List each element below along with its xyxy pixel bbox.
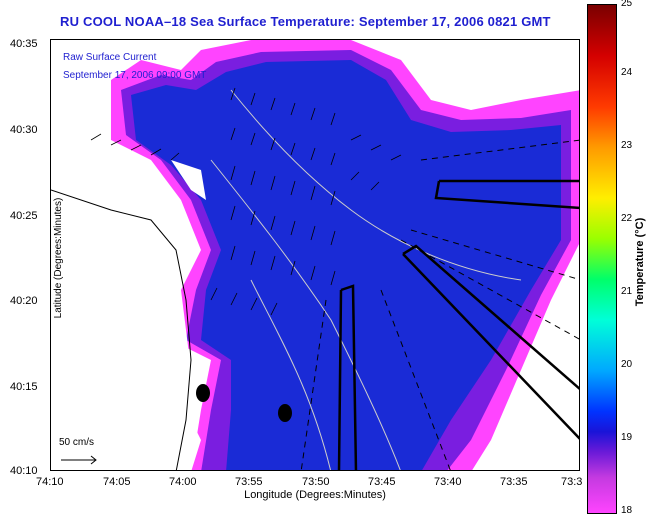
warm-water-region [131,60,561,470]
colorbar-label: Temperature (°C) [634,217,646,307]
current-legend-time: September 17, 2006 09:00 GMT [63,70,207,81]
current-legend-label: Raw Surface Current [63,52,157,63]
y-tick: 40:20 [10,295,38,307]
colorbar-tick: 22 [621,213,633,224]
colorbar-tick: 24 [621,67,633,78]
colorbar-tick: 21 [621,286,633,297]
colorbar [587,4,617,514]
x-tick: 73:40 [434,476,462,488]
surface-current-arrows [90,87,402,316]
x-tick: 74:05 [103,476,131,488]
scale-arrow [61,455,97,465]
x-axis-label: Longitude (Degrees:Minutes) [244,489,386,501]
colorbar-tick: 25 [621,0,633,9]
y-tick: 40:15 [10,381,38,393]
y-tick: 40:25 [10,210,38,222]
scale-label: 50 cm/s [59,437,95,448]
x-tick: 74:10 [36,476,64,488]
x-tick: 74:00 [169,476,197,488]
y-tick: 40:10 [10,465,38,477]
x-tick: 73:3 [561,476,583,488]
x-tick: 73:50 [302,476,330,488]
colorbar-tick: 19 [621,432,633,443]
shipping-lane-outlines [337,179,579,470]
sst-map: Raw Surface Current September 17, 2006 0… [50,39,580,471]
y-tick: 40:35 [10,38,38,50]
marker-dot [278,404,292,422]
sst-map-canvas [51,40,579,470]
marker-dot [196,384,210,402]
colorbar-tick: 18 [621,505,633,516]
x-tick: 73:45 [368,476,396,488]
map-title: RU COOL NOAA–18 Sea Surface Temperature:… [60,14,551,29]
colorbar-tick: 20 [621,359,633,370]
y-tick: 40:30 [10,124,38,136]
colorbar-tick: 23 [621,140,633,151]
x-tick: 73:55 [235,476,263,488]
x-tick: 73:35 [500,476,528,488]
y-axis-label: Latitude (Degrees:Minutes) [52,197,64,319]
